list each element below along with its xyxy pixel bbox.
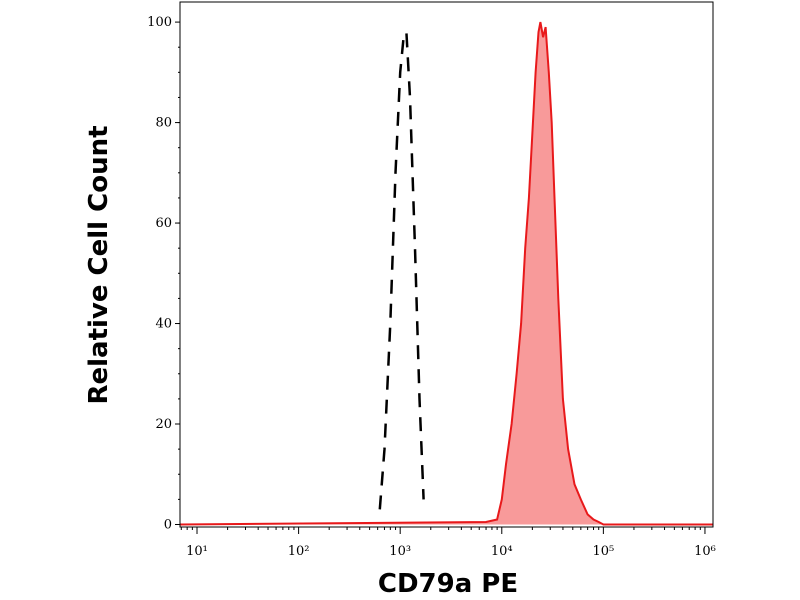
y-tick-label: 20	[155, 417, 172, 432]
y-tick-label: 60	[155, 216, 172, 231]
x-tick-label: 10⁶	[694, 544, 716, 559]
x-tick-label: 10⁴	[491, 544, 513, 559]
histogram-line	[378, 27, 425, 510]
y-tick-label: 80	[155, 116, 172, 131]
x-tick-label: 10²	[288, 544, 310, 559]
y-axis-label: Relative Cell Count	[84, 125, 114, 404]
y-tick-label: 100	[147, 15, 172, 30]
plot-frame	[179, 1, 714, 528]
x-tick-label: 10¹	[186, 544, 208, 559]
y-tick-label: 0	[164, 517, 172, 532]
x-tick-label: 10³	[389, 544, 411, 559]
histogram-line	[179, 21, 713, 526]
x-axis-label: CD79a PE	[378, 569, 518, 599]
y-tick-label: 40	[155, 317, 172, 332]
histogram-area	[180, 22, 713, 525]
x-tick-label: 10⁵	[592, 544, 614, 559]
